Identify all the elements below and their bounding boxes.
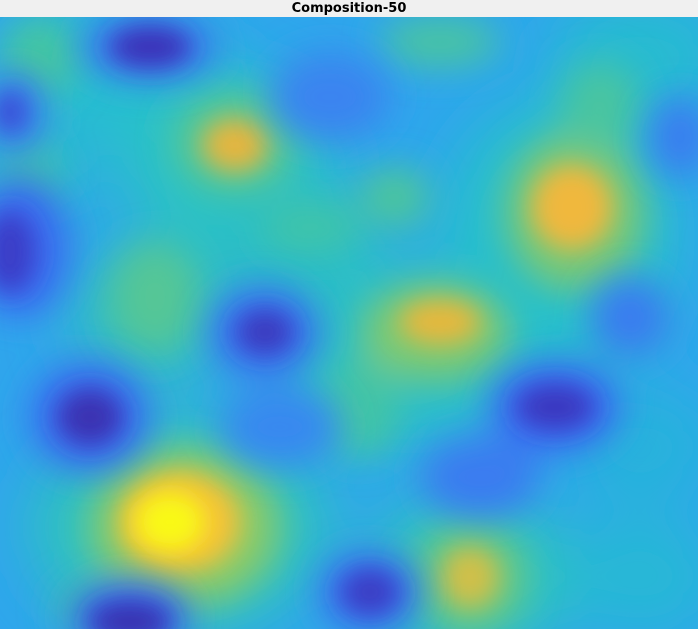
figure-title: Composition-50 — [291, 1, 407, 16]
title-bar: Composition-50 — [0, 0, 698, 17]
yellow-peak — [135, 492, 205, 552]
warm-peaks — [120, 119, 612, 607]
dark-blue-troughs — [0, 27, 593, 629]
blue-regions — [0, 17, 698, 629]
heatmap-canvas — [0, 17, 698, 629]
heatmap-image — [0, 17, 698, 629]
